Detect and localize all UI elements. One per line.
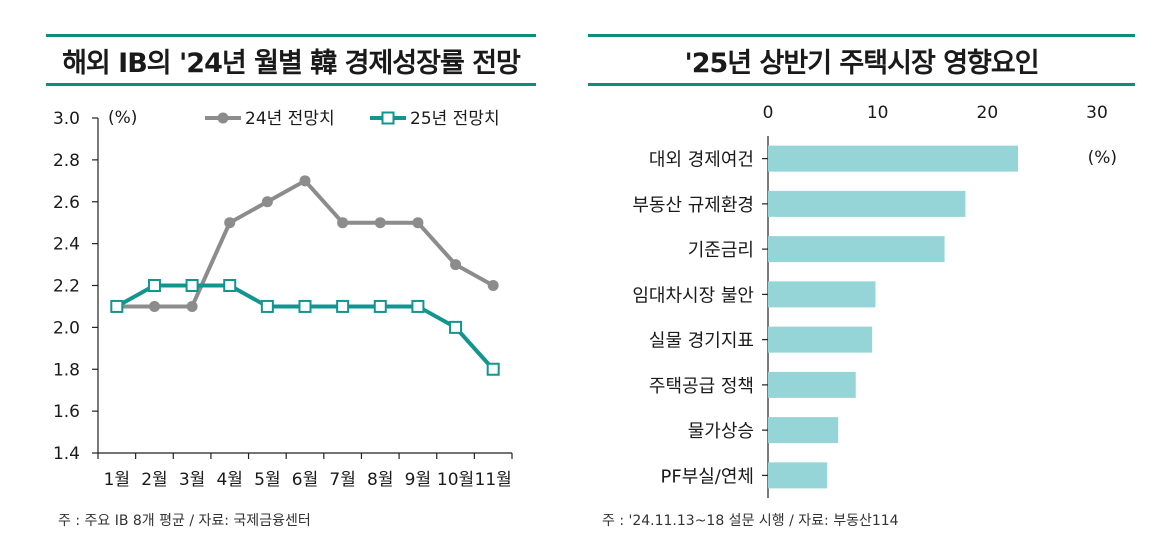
bar — [768, 326, 873, 353]
data-point-2025 — [411, 299, 425, 313]
data-point-2024 — [299, 175, 311, 187]
data-point-2024 — [224, 217, 236, 229]
bar — [768, 236, 945, 263]
bar — [768, 417, 839, 444]
right-title-bar: '25년 상반기 주택시장 영향요인 — [588, 34, 1135, 86]
legend-label: 24년 전망치 — [245, 109, 335, 129]
y-tick-label: 3.0 — [53, 109, 80, 129]
data-point-2024 — [337, 217, 349, 229]
x-tick-label: 2월 — [141, 470, 167, 490]
x-tick-label: 4월 — [216, 470, 242, 490]
x-tick-label: 9월 — [405, 470, 431, 490]
x-tick-label: 10월 — [437, 470, 474, 490]
x-unit-label: (%) — [1088, 148, 1117, 168]
data-point-2024 — [450, 259, 462, 271]
data-point-2024 — [148, 300, 160, 312]
data-point-2025 — [110, 299, 124, 313]
x-tick-label: 11월 — [475, 470, 512, 490]
data-point-2025 — [336, 299, 350, 313]
x-tick-label: 20 — [977, 103, 999, 123]
x-tick-label: 5월 — [254, 470, 280, 490]
data-point-2024 — [261, 196, 273, 208]
data-point-2025 — [260, 299, 274, 313]
x-tick-label: 7월 — [329, 470, 355, 490]
x-tick-label: 8월 — [367, 470, 393, 490]
legend-label: 25년 전망치 — [410, 109, 500, 129]
category-label: 부동산 규제환경 — [632, 195, 754, 216]
bar — [768, 145, 1019, 172]
legend-marker — [217, 112, 229, 124]
title-rule-top — [46, 34, 536, 37]
legend-marker — [381, 111, 395, 125]
y-tick-label: 2.0 — [53, 318, 80, 338]
x-tick-label: 6월 — [292, 470, 318, 490]
left-chart-title: 해외 IB의 '24년 월별 韓 경제성장률 전망 — [62, 47, 521, 79]
right-source-note: 주 : '24.11.13~18 설문 시행 / 자료: 부동산114 — [602, 513, 899, 529]
x-tick-label: 10 — [867, 103, 889, 123]
data-point-2024 — [374, 217, 386, 229]
data-point-2025 — [223, 279, 237, 292]
y-tick-label: 1.6 — [53, 402, 80, 422]
y-tick-label: 1.4 — [53, 444, 80, 464]
line-chart: 3.0 2.8 2.6 2.4 2.2 2.0 1.8 1.6 1.4 1월 2월 3월 4월 5월 6월 7… — [53, 108, 513, 490]
title-rule-bottom — [588, 83, 1135, 86]
y-tick-label: 2.6 — [53, 193, 80, 213]
category-label: 임대차시장 불안 — [632, 285, 754, 306]
x-tick-label: 1월 — [104, 470, 130, 490]
left-panel: 해외 IB의 '24년 월별 韓 경제성장률 전망 3.0 2.8 2.6 2.4 2.… — [0, 0, 560, 558]
data-point-2024 — [412, 217, 424, 229]
data-point-2025 — [185, 279, 199, 292]
category-label: 대외 경제여건 — [649, 150, 754, 171]
y-tick-label: 2.2 — [53, 277, 80, 297]
bar — [768, 281, 876, 308]
x-tick-label: 0 — [763, 103, 774, 123]
y-tick-label: 1.8 — [53, 360, 80, 380]
category-label: 물가상승 — [688, 421, 754, 442]
y-tick-label: 2.4 — [53, 235, 80, 255]
category-label: 주택공급 정책 — [649, 376, 754, 397]
data-point-2025 — [373, 299, 387, 313]
x-tick-label: 30 — [1086, 103, 1108, 123]
bar — [768, 462, 828, 489]
left-title-bar: 해외 IB의 '24년 월별 韓 경제성장률 전망 — [46, 34, 536, 86]
category-label: PF부실/연체 — [660, 466, 754, 487]
right-chart-title: '25년 상반기 주택시장 영향요인 — [684, 47, 1039, 79]
data-point-2024 — [186, 300, 198, 312]
bar — [768, 371, 856, 398]
bar — [768, 190, 966, 217]
data-point-2025 — [486, 362, 500, 376]
y-tick-label: 2.8 — [53, 151, 80, 171]
data-point-2024 — [487, 280, 499, 291]
category-label: 실물 경기지표 — [649, 331, 754, 352]
data-point-2025 — [147, 279, 161, 292]
title-rule-top — [588, 34, 1135, 37]
data-point-2025 — [449, 320, 463, 334]
series-line-2 — [115, 283, 495, 371]
title-rule-bottom — [46, 83, 536, 86]
y-unit-label: (%) — [108, 108, 137, 128]
left-source-note: 주 : 주요 IB 8개 평균 / 자료: 국제금융센터 — [58, 513, 311, 529]
category-label: 기준금리 — [688, 240, 754, 261]
data-point-2025 — [298, 299, 312, 313]
x-tick-label: 3월 — [179, 470, 205, 490]
series-line-1 — [116, 178, 495, 309]
